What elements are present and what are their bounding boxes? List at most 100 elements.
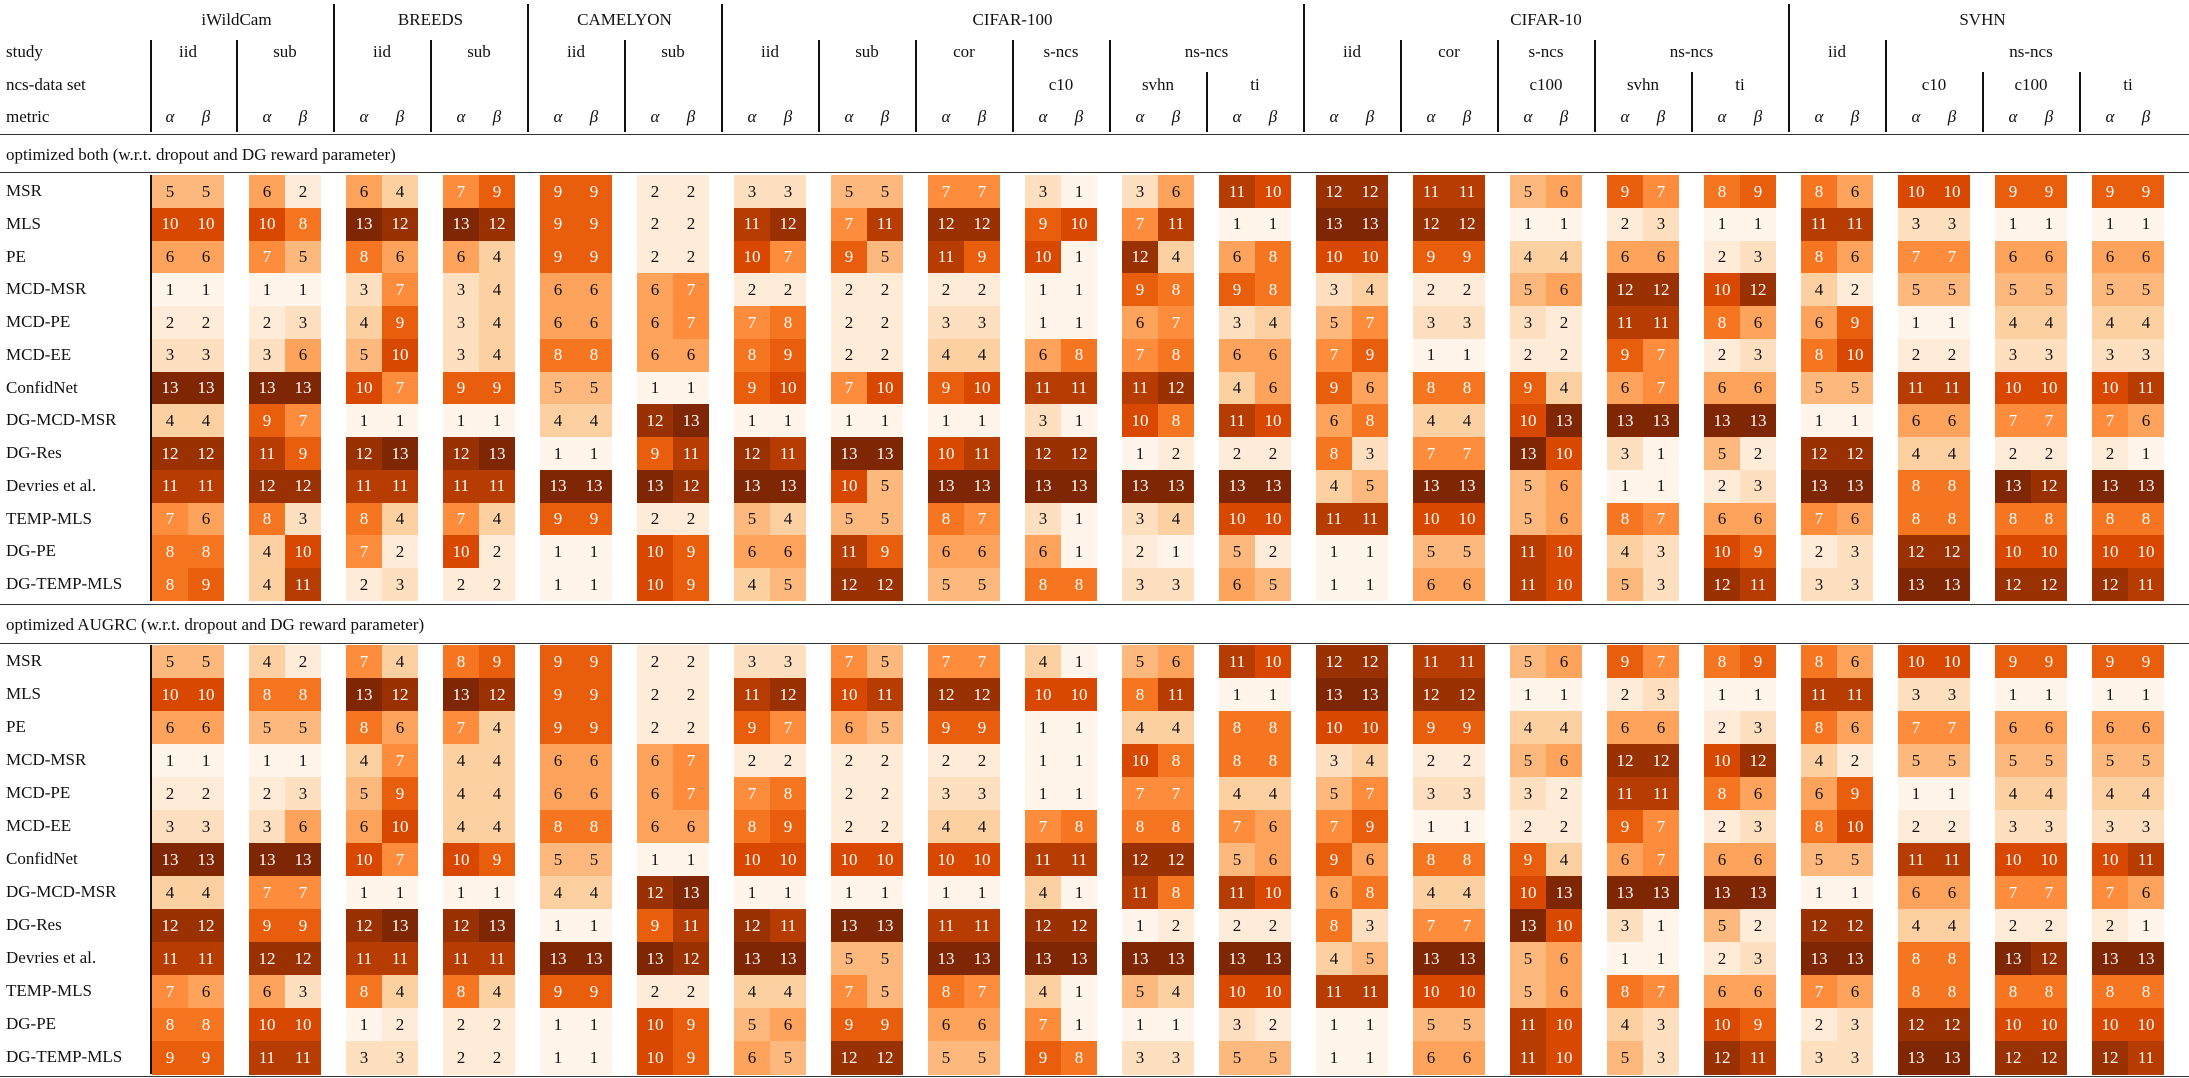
rank-cell: 3 [249, 338, 285, 373]
rank-cell: 5 [2092, 744, 2128, 778]
rank-cell: 7 [1643, 975, 1679, 1009]
method-label: DG-TEMP-MLS [6, 1047, 123, 1066]
rank-cell: 3 [1316, 744, 1352, 778]
rank-cell: 9 [1316, 371, 1352, 405]
rank-cell: 7 [382, 843, 418, 877]
rank-cell: 11 [1510, 568, 1546, 602]
method-label: ConfidNet [6, 377, 78, 397]
rank-cell: 7 [1025, 810, 1061, 844]
rank-cell: 4 [346, 744, 382, 778]
rank-cell: 4 [479, 306, 515, 340]
rank-cell: 4 [1607, 535, 1643, 569]
rank-cell: 6 [2128, 240, 2164, 274]
rank-cell: 11 [1837, 207, 1873, 242]
rank-cell: 2 [152, 777, 188, 811]
rank-cell: 1 [1255, 207, 1291, 242]
rank-cell: 9 [540, 678, 576, 712]
rank-cell: 6 [1607, 843, 1643, 877]
rank-cell: 2 [285, 645, 321, 679]
rank-cell: 5 [1510, 975, 1546, 1009]
rank-cell: 8 [443, 645, 479, 679]
rank-cell: 10 [1449, 975, 1485, 1009]
rank-cell: 6 [2031, 711, 2067, 745]
rank-cell: 11 [1122, 876, 1158, 910]
rank-cell: 10 [1316, 240, 1352, 274]
rank-cell: 4 [479, 975, 515, 1009]
metric-alpha: α [1620, 107, 1630, 126]
rank-cell: 9 [2031, 645, 2067, 679]
rank-cell: 11 [249, 437, 285, 471]
rank-cell: 10 [1025, 678, 1061, 712]
rank-cell: 2 [831, 306, 867, 340]
rank-cell: 8 [1934, 469, 1970, 504]
rank-cell: 8 [152, 1008, 188, 1042]
rank-cell: 8 [2092, 975, 2128, 1009]
rank-cell: 5 [249, 711, 285, 745]
rank-cell: 13 [867, 437, 903, 471]
rank-cell: 2 [1413, 744, 1449, 778]
rank-cell: 9 [1607, 175, 1643, 209]
rank-cell: 9 [1413, 711, 1449, 745]
rank-cell: 2 [1255, 437, 1291, 471]
rank-cell: 12 [1025, 437, 1061, 471]
rank-cell: 2 [1704, 942, 1740, 976]
rank-cell: 5 [1352, 942, 1388, 976]
rank-cell: 12 [1122, 843, 1158, 877]
rank-cell: 1 [1740, 678, 1776, 712]
metric-alpha: α [165, 107, 175, 126]
rank-cell: 8 [1413, 843, 1449, 877]
rank-cell: 9 [831, 1008, 867, 1042]
rank-cell: 13 [2128, 942, 2164, 976]
method-label: DG-MCD-MSR [6, 882, 117, 901]
rank-cell: 1 [964, 876, 1000, 910]
rank-cell: 7 [734, 777, 770, 811]
rank-cell: 1 [1607, 942, 1643, 976]
rank-cell: 1 [1995, 678, 2031, 712]
header-separator [624, 40, 626, 132]
rank-cell: 13 [1934, 1041, 1970, 1075]
rank-cell: 13 [770, 942, 806, 976]
rank-cell: 5 [928, 1041, 964, 1075]
rank-cell: 10 [831, 678, 867, 712]
rank-cell: 1 [188, 273, 224, 307]
rank-cell: 13 [1122, 469, 1158, 504]
rank-cell: 10 [2092, 1008, 2128, 1042]
rank-cell: 1 [1061, 240, 1097, 274]
rank-cell: 11 [1607, 306, 1643, 340]
rank-cell: 4 [152, 876, 188, 910]
rank-cell: 5 [964, 1041, 1000, 1075]
rank-cell: 4 [152, 404, 188, 438]
rank-cell: 7 [1413, 437, 1449, 471]
rank-cell: 5 [867, 502, 903, 536]
rank-cell: 13 [346, 678, 382, 712]
rank-cell: 12 [831, 568, 867, 602]
rank-cell: 11 [867, 207, 903, 242]
rank-cell: 4 [2092, 306, 2128, 340]
rank-cell: 3 [382, 568, 418, 602]
rank-cell: 1 [382, 876, 418, 910]
rank-cell: 12 [382, 678, 418, 712]
rank-cell: 10 [2128, 535, 2164, 569]
rank-cell: 9 [1740, 175, 1776, 209]
header-label-metric: metric [6, 107, 50, 126]
rank-cell: 11 [1352, 975, 1388, 1009]
rank-cell: 6 [1934, 404, 1970, 438]
rank-cell: 5 [576, 371, 612, 405]
rank-cell: 6 [1546, 502, 1582, 536]
rank-cell: 2 [2031, 909, 2067, 943]
metric-alpha: α [553, 107, 563, 126]
rank-cell: 5 [734, 502, 770, 536]
rank-cell: 9 [673, 568, 709, 602]
rank-cell: 10 [1898, 645, 1934, 679]
rank-cell: 2 [673, 175, 709, 209]
rank-cell: 4 [1316, 469, 1352, 504]
rank-cell: 2 [1995, 909, 2031, 943]
rank-cell: 13 [1061, 942, 1097, 976]
rank-cell: 7 [831, 645, 867, 679]
rank-cell: 1 [1122, 437, 1158, 471]
rank-cell: 5 [1219, 843, 1255, 877]
rank-cell: 9 [734, 371, 770, 405]
rank-cell: 12 [1316, 175, 1352, 209]
rank-cell: 4 [576, 404, 612, 438]
rank-cell: 1 [1704, 207, 1740, 242]
